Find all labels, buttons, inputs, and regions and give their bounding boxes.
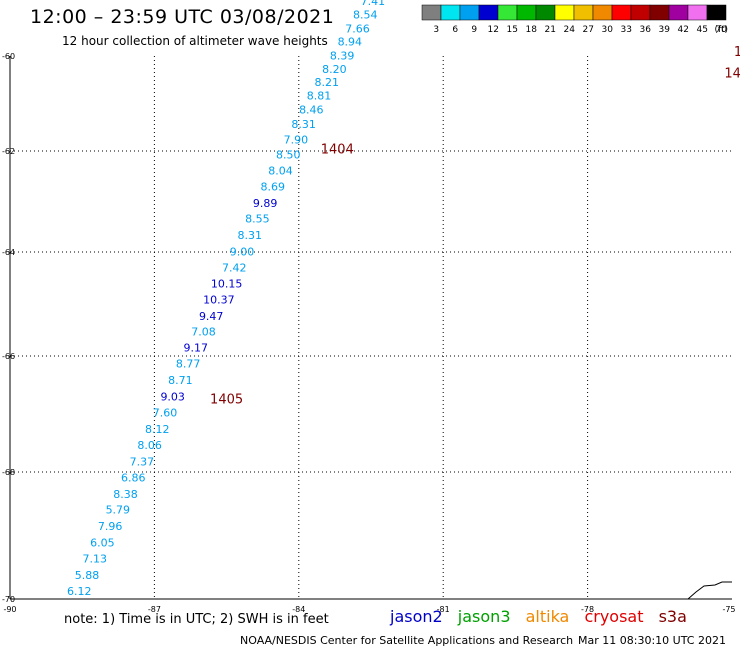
y-tick-label: -60 [2, 52, 15, 61]
data-point-label: 9.89 [253, 197, 278, 210]
generated-timestamp: Mar 11 08:30:10 UTC 2021 [578, 634, 726, 647]
colorbar-swatch [706, 4, 727, 21]
y-tick-label: -68 [2, 468, 15, 477]
data-point-label: 8.71 [168, 374, 193, 387]
colorbar-label: 12 [488, 25, 499, 35]
data-point-label: 8.46 [299, 104, 324, 117]
data-point-label: 8.04 [268, 164, 293, 177]
orbit-annotation: 1405 [210, 393, 243, 408]
data-point-label: 6.05 [90, 536, 115, 549]
data-point-label: 7.96 [98, 520, 123, 533]
colorbar-label: 30 [602, 25, 614, 35]
colorbar-label: 42 [678, 25, 689, 35]
colorbar-label: 21 [545, 25, 556, 35]
data-point-label: 8.94 [338, 36, 363, 49]
footer-note: note: 1) Time is in UTC; 2) SWH is in fe… [64, 612, 329, 627]
color-scale-legend: 3 6 9 12 15 18 21 24 27 30 33 36 39 42 45 70(ft) [421, 4, 728, 35]
data-point-label: 8.54 [353, 9, 378, 22]
colorbar-label: 33 [621, 25, 632, 35]
data-point-label: 6.86 [121, 472, 146, 485]
data-point-label: 8.77 [176, 358, 201, 371]
colorbar-label: 39 [659, 25, 671, 35]
data-point-label: 7.41 [361, 0, 386, 8]
data-point-label: 8.12 [145, 423, 170, 436]
y-tick-label: -66 [2, 352, 15, 361]
data-point-label: 7.90 [284, 133, 309, 146]
x-tick-label: -81 [437, 605, 450, 614]
data-point-label: 7.42 [222, 262, 247, 275]
sat-legend-jason2: jason2 [390, 607, 443, 626]
colorbar-label: 15 [507, 25, 518, 35]
sat-legend-jason3: jason3 [457, 607, 511, 626]
colorbar-label: 9 [471, 25, 477, 35]
orbit-annotation: 1404 [321, 143, 354, 158]
data-point-label: 5.88 [75, 569, 100, 582]
y-tick-label: -64 [2, 248, 15, 257]
data-point-label: 8.31 [291, 118, 316, 131]
data-point-label: 7.66 [345, 23, 370, 36]
x-tick-label: -84 [292, 605, 305, 614]
data-point-label: 8.20 [322, 63, 347, 76]
chart-subtitle: 12 hour collection of altimeter wave hei… [62, 34, 328, 48]
data-point-label: 7.60 [153, 407, 178, 420]
colorbar-label: 27 [583, 25, 594, 35]
data-point-label: 8.69 [261, 181, 286, 194]
colorbar-label: 3 [433, 25, 439, 35]
data-point-label: 7.13 [82, 553, 107, 566]
colorbar-label: 6 [452, 25, 458, 35]
data-point-label: 8.81 [307, 89, 332, 102]
satellite-legend: jason2 jason3 altika cryosat s3a [390, 607, 697, 626]
data-point-label: 9.03 [160, 390, 185, 403]
x-tick-label: -87 [148, 605, 161, 614]
x-tick-label: -78 [581, 605, 594, 614]
data-point-label: 9.17 [184, 341, 209, 354]
coastline [687, 581, 732, 600]
x-tick-label: -90 [3, 605, 16, 614]
orbit-annotation: 140 [724, 67, 740, 82]
data-point-label: 8.06 [137, 439, 162, 452]
data-point-label: 8.55 [245, 213, 270, 226]
data-point-label: 5.79 [106, 504, 131, 517]
colorbar-label: 36 [640, 25, 652, 35]
data-point-label: 7.37 [130, 455, 155, 468]
y-tick-label: -62 [2, 147, 15, 156]
data-point-label: 9.00 [230, 245, 255, 258]
data-point-label: 9.47 [199, 310, 224, 323]
sat-legend-s3a: s3a [658, 607, 687, 626]
sat-legend-cryosat: cryosat [584, 607, 644, 626]
data-point-label: 8.21 [314, 76, 339, 89]
credit-text: NOAA/NESDIS Center for Satellite Applica… [240, 634, 574, 647]
colorbar-label: 45 [697, 25, 708, 35]
data-point-label: 10.15 [211, 277, 243, 290]
data-point-label: 7.08 [191, 326, 216, 339]
data-point-label: 8.38 [113, 488, 138, 501]
orbit-annotation: 1 [734, 45, 740, 60]
sat-legend-altika: altika [525, 607, 570, 626]
colorbar-label: 18 [526, 25, 538, 35]
data-point-label: 8.31 [237, 229, 262, 242]
chart-title: 12:00 – 23:59 UTC 03/08/2021 [30, 6, 335, 28]
x-tick-label: -75 [722, 605, 735, 614]
y-tick-label: -70 [2, 595, 15, 604]
colorbar-unit: (ft) [714, 25, 728, 35]
data-point-label: 8.39 [330, 49, 355, 62]
data-point-label: 6.12 [67, 585, 92, 598]
data-point-label: 10.37 [203, 294, 235, 307]
data-point-label: 8.50 [276, 149, 301, 162]
colorbar-label: 70 [716, 25, 728, 35]
colorbar-label: 24 [564, 25, 576, 35]
